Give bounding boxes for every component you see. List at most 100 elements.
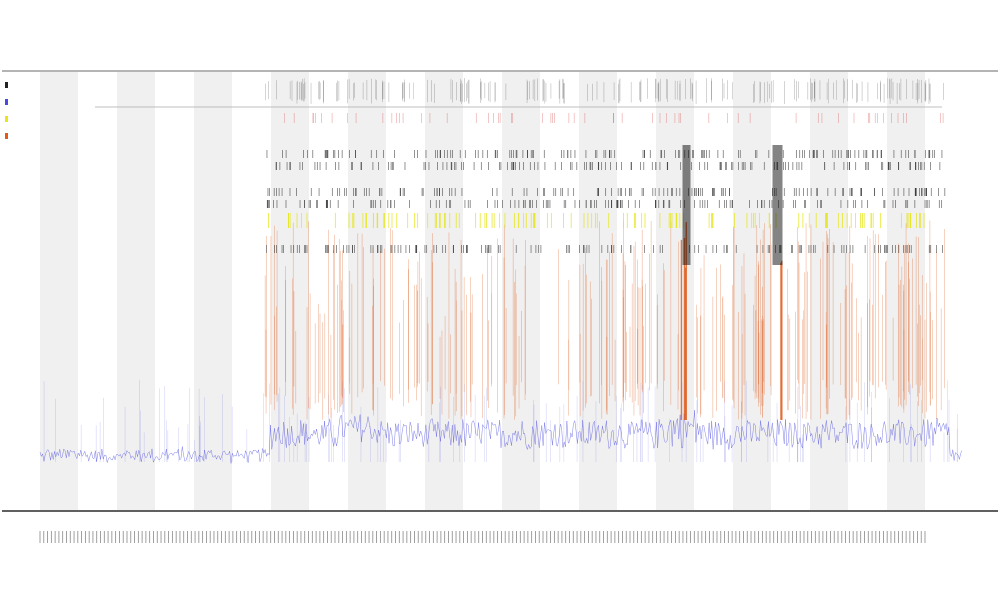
x-tick-label <box>69 531 71 543</box>
x-tick-label <box>777 531 778 543</box>
x-tick-label <box>508 531 510 543</box>
x-tick-label <box>614 531 616 543</box>
x-tick-label <box>134 531 135 543</box>
x-tick-label <box>145 531 147 543</box>
x-tick-label <box>379 531 381 543</box>
x-tick-label <box>266 531 268 543</box>
x-tick-label <box>153 531 154 543</box>
x-tick-label <box>345 531 347 543</box>
x-tick-label <box>175 531 177 543</box>
x-tick-label <box>527 531 529 543</box>
x-tick-label <box>213 531 215 543</box>
series-layer <box>39 78 963 464</box>
x-tick-label <box>228 531 230 543</box>
x-tick-label <box>39 531 41 543</box>
x-tick-label <box>576 531 578 543</box>
x-tick-label <box>799 531 801 543</box>
x-tick-label <box>489 531 491 543</box>
x-tick-label <box>209 531 211 543</box>
x-tick-label <box>811 531 812 543</box>
x-tick-label <box>368 531 370 543</box>
x-tick-label <box>111 531 113 543</box>
legend-swatch <box>5 116 8 122</box>
x-tick-label <box>338 531 340 543</box>
x-tick-label <box>667 531 669 543</box>
x-tick-label <box>198 531 200 543</box>
x-tick-label <box>141 531 143 543</box>
x-tick-label <box>463 531 464 543</box>
x-tick-label <box>160 531 162 543</box>
x-tick-label <box>724 531 725 543</box>
x-tick-label <box>156 531 158 543</box>
x-tick-label <box>50 531 52 543</box>
x-tick-label <box>637 531 638 543</box>
background-band <box>348 72 386 510</box>
x-tick-label <box>96 531 98 543</box>
x-tick-label <box>822 531 824 543</box>
x-tick-label <box>845 531 846 543</box>
x-tick-label <box>122 531 124 543</box>
x-tick-label <box>107 531 109 543</box>
x-tick-label <box>183 531 185 543</box>
x-tick-label <box>924 531 926 543</box>
x-tick-label <box>663 531 665 543</box>
x-tick-label <box>311 531 313 543</box>
x-tick-label <box>546 531 548 543</box>
x-tick-label <box>323 531 325 543</box>
x-tick-label <box>251 531 253 543</box>
x-tick-label <box>485 531 487 543</box>
x-tick-label <box>852 531 854 543</box>
x-tick-label <box>357 531 359 543</box>
x-tick-label <box>807 531 809 543</box>
x-tick-label <box>137 531 139 543</box>
x-tick-label <box>190 531 192 543</box>
x-tick-label <box>633 531 635 543</box>
x-tick-label <box>814 531 816 543</box>
x-tick-label <box>890 531 892 543</box>
x-tick-label <box>523 531 525 543</box>
x-tick-label <box>202 531 204 543</box>
x-tick-label <box>66 531 67 543</box>
x-tick-label <box>644 531 646 543</box>
x-tick-label <box>308 531 309 543</box>
background-bands <box>40 72 925 510</box>
x-tick-label <box>591 531 593 543</box>
x-tick-label <box>54 531 56 543</box>
x-tick-label <box>750 531 752 543</box>
x-tick-label <box>243 531 245 543</box>
x-tick-label <box>879 531 881 543</box>
x-tick-label <box>130 531 132 543</box>
x-tick-label <box>187 531 188 543</box>
x-tick-label <box>693 531 695 543</box>
x-tick-label <box>584 531 586 543</box>
legend-swatch <box>5 99 8 105</box>
x-tick-label <box>572 531 574 543</box>
x-tick-label <box>871 531 873 543</box>
x-tick-label <box>674 531 676 543</box>
x-tick-label <box>376 531 378 543</box>
x-tick-label <box>701 531 703 543</box>
x-tick-label <box>761 531 763 543</box>
x-tick-label <box>258 531 260 543</box>
x-tick-label <box>920 531 922 543</box>
x-tick-label <box>88 531 90 543</box>
x-tick-label <box>917 531 918 543</box>
x-tick-label <box>550 531 551 543</box>
x-tick-label <box>179 531 181 543</box>
background-band <box>425 72 463 510</box>
x-tick-label <box>538 531 540 543</box>
x-tick-label <box>410 531 412 543</box>
x-tick-label <box>466 531 468 543</box>
x-tick-label <box>629 531 631 543</box>
x-tick-label <box>697 531 699 543</box>
background-band <box>656 72 694 510</box>
x-tick-label <box>92 531 94 543</box>
x-tick-label <box>247 531 249 543</box>
x-tick-label <box>414 531 415 543</box>
x-tick-label <box>769 531 771 543</box>
x-tick-label <box>818 531 820 543</box>
x-tick-label <box>417 531 419 543</box>
x-tick-label <box>342 531 343 543</box>
x-tick-label <box>848 531 850 543</box>
x-tick-label <box>867 531 869 543</box>
